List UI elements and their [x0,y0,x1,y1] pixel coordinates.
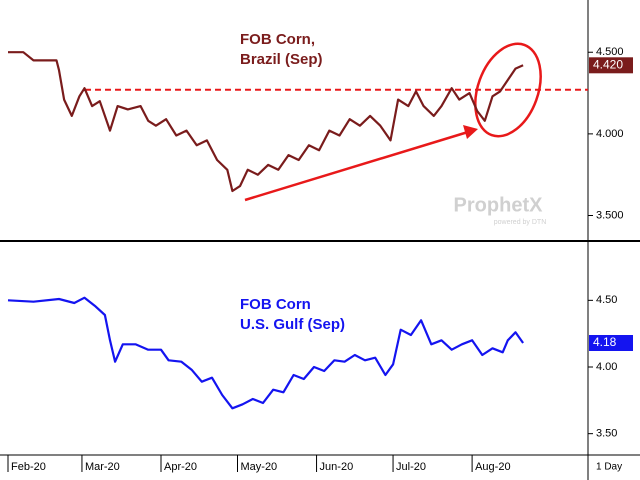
y-tick-label: 4.000 [596,128,624,140]
panel-title: U.S. Gulf (Sep) [240,316,345,333]
x-tick-label: Aug-20 [475,461,510,473]
y-tick-label: 4.00 [596,361,617,373]
last-price-label: 4.18 [593,335,617,349]
x-tick-label: Jul-20 [396,461,426,473]
panel-title: Brazil (Sep) [240,51,323,68]
interval-label: 1 Day [596,462,622,473]
highlight-ellipse [474,42,542,138]
x-tick-label: May-20 [241,461,278,473]
arrow-head [463,125,478,139]
panel-title: FOB Corn [240,296,311,313]
last-price-box [589,57,633,74]
x-tick-label: Apr-20 [164,461,197,473]
watermark: ProphetX [454,194,544,216]
price-line [8,51,524,193]
x-tick-label: Jun-20 [320,461,354,473]
y-tick-label: 4.500 [596,46,624,58]
x-tick-label: Feb-20 [11,461,46,473]
y-tick-label: 3.50 [596,428,617,440]
last-price-label: 4.420 [593,57,623,71]
x-tick-label: Mar-20 [85,461,120,473]
price-line [7,296,524,410]
last-price-box [589,335,633,351]
y-tick-label: 3.500 [596,209,624,221]
trend-arrow [244,130,469,202]
y-tick-label: 4.50 [596,294,617,306]
watermark-sub: powered by DTN [494,219,547,226]
panel-title: FOB Corn, [240,31,315,48]
